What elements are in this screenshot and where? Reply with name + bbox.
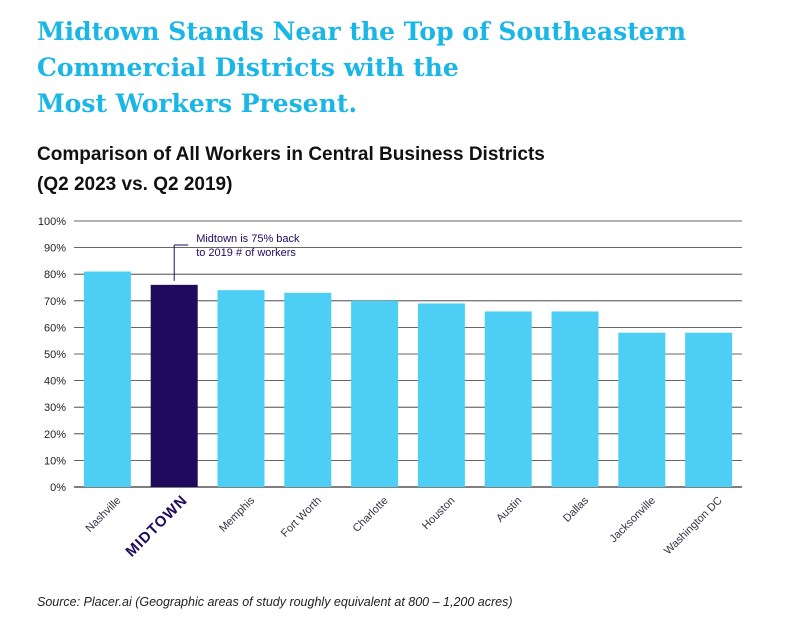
bar bbox=[284, 292, 332, 487]
chart-subtitle: Comparison of All Workers in Central Bus… bbox=[37, 140, 777, 200]
y-tick-label: 0% bbox=[50, 482, 66, 494]
y-tick-label: 40% bbox=[44, 376, 66, 388]
y-tick-label: 10% bbox=[44, 455, 66, 467]
category-label: Austin bbox=[494, 495, 524, 525]
headline: Midtown Stands Near the Top of Southeast… bbox=[37, 14, 777, 122]
annotation-text: Midtown is 75% back bbox=[196, 233, 300, 245]
y-tick-label: 80% bbox=[44, 269, 66, 281]
headline-line-1: Midtown Stands Near the Top of Southeast… bbox=[37, 17, 687, 46]
category-label-highlight: MIDTOWN bbox=[122, 492, 191, 561]
bar-highlight bbox=[150, 284, 198, 487]
source-note: Source: Placer.ai (Geographic areas of s… bbox=[37, 595, 513, 609]
chart-title-line: Comparison of All Workers in Central Bus… bbox=[37, 144, 545, 165]
bar bbox=[551, 311, 599, 487]
y-tick-label: 30% bbox=[44, 402, 66, 414]
bar bbox=[685, 332, 733, 487]
y-tick-label: 60% bbox=[44, 322, 66, 334]
chart-period-line: (Q2 2023 vs. Q2 2019) bbox=[37, 174, 233, 195]
annotation-text: to 2019 # of workers bbox=[196, 247, 296, 259]
y-tick-label: 100% bbox=[38, 216, 66, 228]
bar bbox=[484, 311, 532, 487]
category-label: Charlotte bbox=[351, 495, 391, 535]
y-tick-label: 90% bbox=[44, 243, 66, 255]
bar bbox=[351, 300, 399, 487]
bar bbox=[217, 290, 265, 487]
category-label: Nashville bbox=[83, 495, 123, 535]
headline-line-3: Most Workers Present. bbox=[37, 89, 358, 118]
bar bbox=[83, 271, 131, 487]
y-tick-label: 70% bbox=[44, 296, 66, 308]
category-label: Fort Worth bbox=[279, 495, 324, 540]
category-label: Jacksonville bbox=[607, 495, 657, 545]
bar bbox=[618, 332, 666, 487]
bar bbox=[417, 303, 465, 487]
category-label: Houston bbox=[420, 495, 457, 532]
bar-chart: 0% 10% 20% 30% 40% 50% 60% 70% 80% 90% 100% Nashvil… bbox=[38, 216, 742, 561]
y-tick-label: 50% bbox=[44, 349, 66, 361]
y-tick-label: 20% bbox=[44, 429, 66, 441]
category-label: Memphis bbox=[217, 494, 257, 534]
headline-line-2: Commercial Districts with the bbox=[37, 53, 459, 82]
category-label: Washington DC bbox=[662, 495, 725, 558]
category-label: Dallas bbox=[561, 494, 591, 524]
